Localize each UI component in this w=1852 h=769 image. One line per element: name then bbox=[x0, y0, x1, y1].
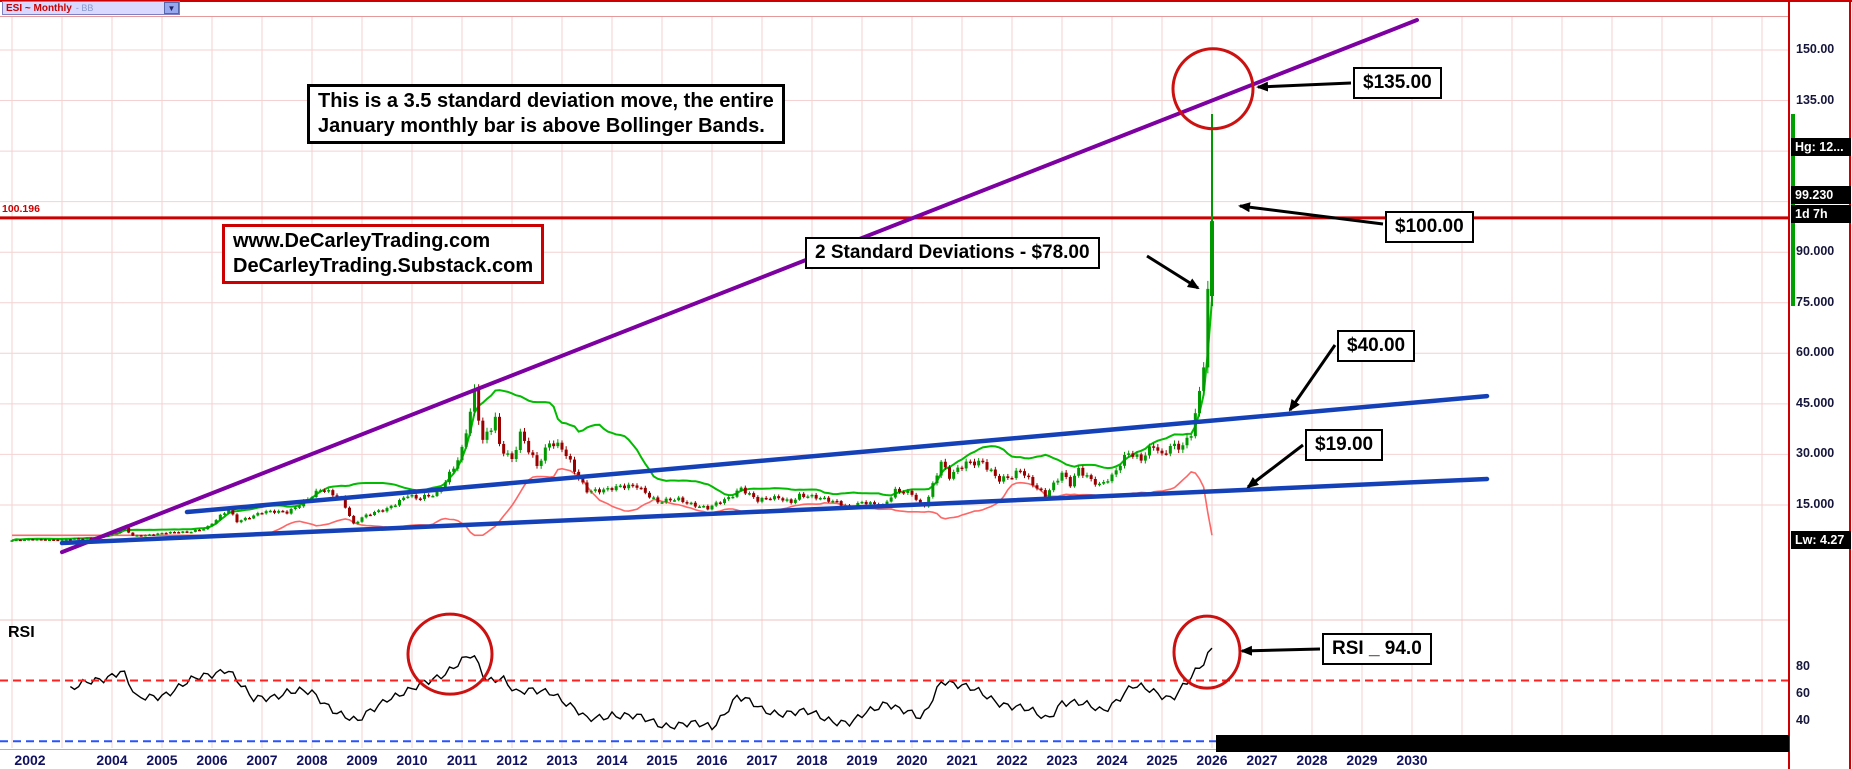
blue-lower-channel bbox=[59, 476, 1490, 546]
year-label: 2017 bbox=[746, 752, 778, 768]
year-label: 2013 bbox=[546, 752, 578, 768]
year-label: 2014 bbox=[596, 752, 628, 768]
website-annotation[interactable]: www.DeCarleyTrading.com DeCarleyTrading.… bbox=[222, 224, 545, 284]
blue-upper-channel bbox=[184, 393, 1490, 515]
annotation-arrow bbox=[1240, 645, 1321, 656]
year-label: 2030 bbox=[1396, 752, 1428, 768]
year-label: 2015 bbox=[646, 752, 678, 768]
year-label: 2004 bbox=[96, 752, 128, 768]
website-line2: DeCarleyTrading.Substack.com bbox=[233, 255, 534, 277]
annotation-arrow bbox=[1256, 81, 1352, 92]
price-tag-135[interactable]: $135.00 bbox=[1353, 67, 1442, 99]
high-price-marker: Hg: 12... bbox=[1791, 138, 1851, 156]
year-label: 2016 bbox=[696, 752, 728, 768]
annotation-arrow bbox=[1238, 202, 1384, 226]
year-label: 2006 bbox=[196, 752, 228, 768]
price-tick-label: 15.000 bbox=[1796, 496, 1835, 511]
year-label: 2012 bbox=[496, 752, 528, 768]
symbol-label: ESI ~ Monthly bbox=[6, 2, 72, 14]
price-tick-label: 135.00 bbox=[1796, 92, 1835, 107]
year-label: 2022 bbox=[996, 752, 1028, 768]
study-label: - BB bbox=[75, 3, 94, 13]
year-label: 2009 bbox=[346, 752, 378, 768]
year-label: 2002 bbox=[14, 752, 46, 768]
year-label: 2010 bbox=[396, 752, 428, 768]
rsi-tick-label: 40 bbox=[1796, 713, 1810, 727]
annotation-arrow bbox=[1146, 254, 1200, 290]
low-price-marker: Lw: 4.27 bbox=[1791, 531, 1851, 549]
future-region-shade bbox=[1216, 735, 1789, 752]
price-tag-19[interactable]: $19.00 bbox=[1305, 429, 1384, 461]
website-line1: www.DeCarleyTrading.com bbox=[233, 230, 491, 252]
year-label: 2024 bbox=[1096, 752, 1128, 768]
price-tick-label: 150.00 bbox=[1796, 42, 1835, 56]
price-tag-40[interactable]: $40.00 bbox=[1337, 330, 1416, 362]
rsi-panel-label: RSI bbox=[8, 624, 35, 641]
rsi-current-circle bbox=[1172, 614, 1242, 690]
last-price-marker: 99.230 bbox=[1791, 186, 1851, 204]
rsi-value-tag[interactable]: RSI _ 94.0 bbox=[1322, 633, 1432, 665]
rsi-tick-label: 60 bbox=[1796, 686, 1810, 700]
year-label: 2011 bbox=[446, 752, 478, 768]
horizontal-line-price-label: 100.196 bbox=[2, 203, 40, 215]
rsi-2011-circle bbox=[406, 612, 494, 696]
year-label: 2008 bbox=[296, 752, 328, 768]
annotation-arrow bbox=[1246, 443, 1304, 489]
symbol-dropdown[interactable]: ESI ~ Monthly - BB ▼ bbox=[2, 1, 180, 15]
header-separator-line bbox=[0, 16, 1789, 17]
note-line2: January monthly bar is above Bollinger B… bbox=[318, 115, 765, 137]
year-label: 2019 bbox=[846, 752, 878, 768]
stddev-note-annotation[interactable]: This is a 3.5 standard deviation move, t… bbox=[307, 84, 785, 144]
price-tick-label: 75.000 bbox=[1796, 294, 1835, 309]
price-tick-label: 30.000 bbox=[1796, 446, 1835, 461]
year-label: 2026 bbox=[1196, 752, 1228, 768]
note-line1: This is a 3.5 standard deviation move, t… bbox=[318, 90, 774, 112]
price-tick-label: 45.000 bbox=[1796, 395, 1835, 410]
year-label: 2029 bbox=[1346, 752, 1378, 768]
two-sd-label[interactable]: 2 Standard Deviations - $78.00 bbox=[805, 237, 1100, 269]
year-label: 2007 bbox=[246, 752, 278, 768]
rsi-line bbox=[69, 647, 1213, 731]
year-label: 2023 bbox=[1046, 752, 1078, 768]
rsi-tick-label: 80 bbox=[1796, 659, 1810, 673]
year-label: 2021 bbox=[946, 752, 978, 768]
price-scale-separator[interactable] bbox=[1788, 0, 1790, 769]
year-label: 2027 bbox=[1246, 752, 1278, 768]
year-label: 2005 bbox=[146, 752, 178, 768]
purple-3.5-sd-line bbox=[60, 18, 1419, 555]
price-spike-circle bbox=[1171, 47, 1255, 131]
price-tag-100[interactable]: $100.00 bbox=[1385, 211, 1474, 243]
bar-countdown-marker: 1d 7h bbox=[1791, 205, 1851, 223]
annotation-arrow bbox=[1288, 344, 1337, 412]
dropdown-arrow-icon[interactable]: ▼ bbox=[164, 2, 179, 14]
frame-border-right bbox=[1849, 0, 1851, 769]
frame-border-top bbox=[0, 0, 1852, 2]
year-label: 2020 bbox=[896, 752, 928, 768]
year-label: 2028 bbox=[1296, 752, 1328, 768]
price-tick-label: 60.000 bbox=[1796, 345, 1835, 360]
grid-lines bbox=[0, 16, 1789, 748]
candlesticks bbox=[10, 114, 1214, 542]
year-label: 2018 bbox=[796, 752, 828, 768]
year-label: 2025 bbox=[1146, 752, 1178, 768]
time-axis-separator bbox=[0, 749, 1789, 750]
price-tick-label: 90.000 bbox=[1796, 244, 1835, 259]
